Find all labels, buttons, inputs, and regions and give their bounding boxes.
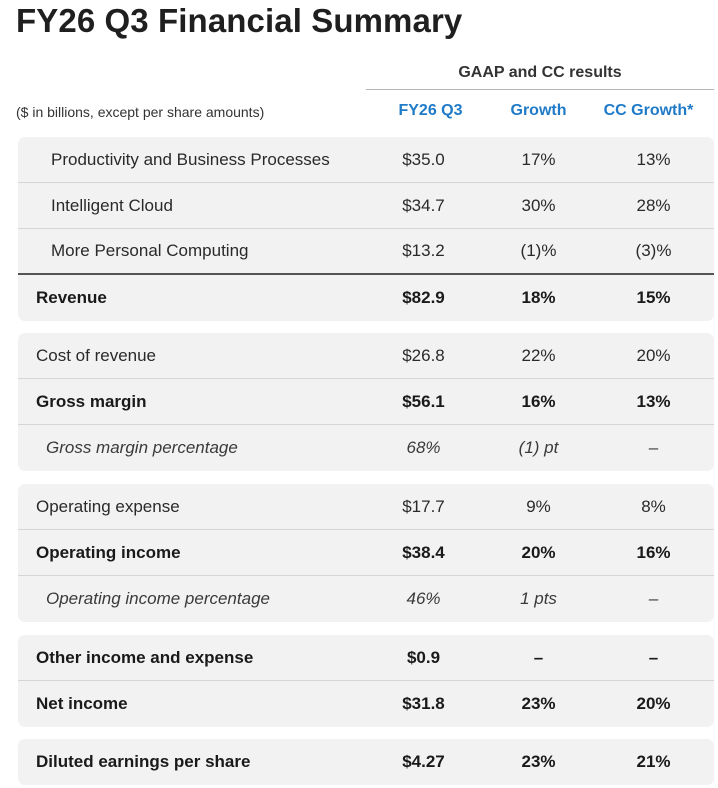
growth-cell: 20% (521, 542, 556, 562)
value-cell: $0.9 (406, 647, 441, 667)
value-cell: $13.2 (402, 241, 445, 260)
value-cell: $82.9 (402, 288, 445, 307)
revenue-block: Productivity and Business Processes $35.… (18, 137, 714, 321)
cc-growth-cell: 28% (636, 195, 671, 215)
value-cell: $34.7 (402, 195, 445, 215)
value-cell: $26.8 (402, 345, 445, 365)
table-row: Operating income $38.4 20% 16% (18, 530, 714, 576)
growth-cell: – (533, 647, 544, 667)
column-group-header: GAAP and CC results (366, 60, 714, 90)
cc-growth-cell: 13% (636, 149, 671, 169)
growth-cell: 18% (521, 288, 556, 307)
table-row: Diluted earnings per share $4.27 23% 21% (18, 739, 714, 785)
cc-growth-cell: – (648, 647, 659, 667)
cc-growth-cell: 16% (636, 542, 671, 562)
cc-growth-cell: 21% (636, 752, 671, 771)
row-label: Other income and expense (36, 647, 254, 667)
table-row: More Personal Computing $13.2 (1)% (3)% (18, 229, 714, 275)
table-row: Gross margin percentage 68% (1) pt – (18, 425, 714, 471)
value-cell: $56.1 (402, 391, 445, 411)
growth-cell: 9% (526, 496, 551, 516)
column-group-label: GAAP and CC results (458, 64, 622, 81)
table-row: Productivity and Business Processes $35.… (18, 137, 714, 183)
row-label: Gross margin (36, 391, 147, 411)
table-row: Other income and expense $0.9 – – (18, 635, 714, 681)
growth-cell: 23% (521, 694, 556, 713)
cc-growth-cell: – (648, 589, 659, 608)
row-label: More Personal Computing (51, 241, 249, 260)
cc-growth-cell: 20% (636, 694, 671, 713)
table-row: Intelligent Cloud $34.7 30% 28% (18, 183, 714, 229)
row-label: Intelligent Cloud (51, 195, 173, 215)
growth-cell: 1 pts (520, 589, 557, 608)
row-label: Revenue (36, 288, 107, 307)
row-label: Net income (36, 694, 128, 713)
value-cell: $31.8 (402, 694, 445, 713)
cc-growth-cell: 20% (636, 345, 671, 365)
row-label: Operating income percentage (46, 589, 270, 608)
units-note: ($ in billions, except per share amounts… (16, 104, 265, 120)
growth-cell: (1)% (520, 241, 557, 260)
gross-margin-block: Cost of revenue $26.8 22% 20% Gross marg… (18, 333, 714, 471)
cc-growth-cell: – (648, 438, 659, 457)
growth-cell: (1) pt (518, 438, 559, 457)
table-row: Gross margin $56.1 16% 13% (18, 379, 714, 425)
column-header-growth: Growth (510, 102, 567, 119)
growth-cell: 30% (521, 195, 556, 215)
growth-cell: 17% (521, 149, 556, 169)
value-cell: 46% (406, 589, 441, 608)
table-row: Operating income percentage 46% 1 pts – (18, 576, 714, 622)
value-cell: 68% (406, 438, 441, 457)
table-row: Operating expense $17.7 9% 8% (18, 484, 714, 530)
value-cell: $38.4 (402, 542, 445, 562)
row-label: Gross margin percentage (46, 438, 238, 457)
growth-cell: 16% (521, 391, 556, 411)
value-cell: $17.7 (402, 496, 445, 516)
table-row: Cost of revenue $26.8 22% 20% (18, 333, 714, 379)
page-title: FY26 Q3 Financial Summary (16, 2, 463, 39)
operating-block: Operating expense $17.7 9% 8% Operating … (18, 484, 714, 622)
net-income-block: Other income and expense $0.9 – – Net in… (18, 635, 714, 727)
cc-growth-cell: (3)% (635, 241, 672, 260)
cc-growth-cell: 15% (636, 288, 671, 307)
value-cell: $35.0 (402, 149, 445, 169)
eps-block: Diluted earnings per share $4.27 23% 21% (18, 739, 714, 785)
row-label: Cost of revenue (36, 345, 157, 365)
growth-cell: 22% (521, 345, 556, 365)
row-label: Productivity and Business Processes (51, 149, 330, 169)
table-row: Net income $31.8 23% 20% (18, 681, 714, 727)
row-label: Operating expense (36, 496, 180, 516)
cc-growth-cell: 8% (641, 496, 666, 516)
cc-growth-cell: 13% (636, 391, 671, 411)
table-row-total: Revenue $82.9 18% 15% (18, 275, 714, 321)
value-cell: $4.27 (402, 752, 445, 771)
row-label: Diluted earnings per share (36, 752, 251, 771)
column-header-cc-growth: CC Growth* (603, 102, 694, 119)
growth-cell: 23% (521, 752, 556, 771)
row-label: Operating income (36, 542, 181, 562)
column-header-fy26-q3: FY26 Q3 (398, 102, 463, 119)
